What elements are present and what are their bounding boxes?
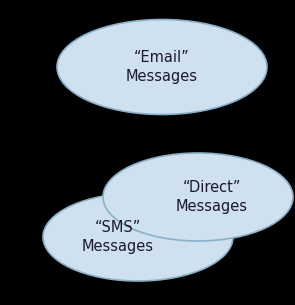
Text: “SMS”
Messages: “SMS” Messages xyxy=(82,220,154,254)
Ellipse shape xyxy=(57,20,267,114)
Ellipse shape xyxy=(43,193,233,281)
Ellipse shape xyxy=(103,153,293,241)
Text: “Direct”
Messages: “Direct” Messages xyxy=(176,180,248,214)
Text: “Email”
Messages: “Email” Messages xyxy=(126,50,198,84)
